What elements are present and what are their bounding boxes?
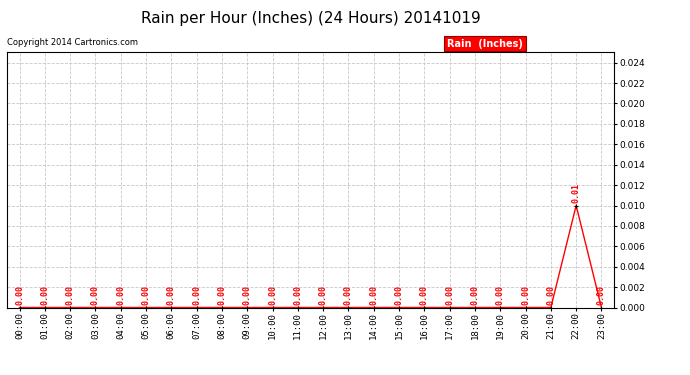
Text: 0.00: 0.00 — [40, 285, 50, 305]
Text: 0.00: 0.00 — [268, 285, 277, 305]
Text: 0.01: 0.01 — [571, 183, 581, 203]
Text: 0.00: 0.00 — [521, 285, 530, 305]
Text: 0.00: 0.00 — [597, 285, 606, 305]
Text: 0.00: 0.00 — [471, 285, 480, 305]
Text: 0.00: 0.00 — [495, 285, 505, 305]
Text: 0.00: 0.00 — [395, 285, 404, 305]
Text: Rain per Hour (Inches) (24 Hours) 20141019: Rain per Hour (Inches) (24 Hours) 201410… — [141, 11, 480, 26]
Text: 0.00: 0.00 — [293, 285, 302, 305]
Text: 0.00: 0.00 — [319, 285, 328, 305]
Text: 0.00: 0.00 — [243, 285, 252, 305]
Text: 0.00: 0.00 — [141, 285, 150, 305]
Text: 0.00: 0.00 — [91, 285, 100, 305]
Text: 0.00: 0.00 — [546, 285, 555, 305]
Text: Rain  (Inches): Rain (Inches) — [447, 39, 523, 49]
Text: 0.00: 0.00 — [116, 285, 126, 305]
Text: 0.00: 0.00 — [369, 285, 378, 305]
Text: 0.00: 0.00 — [15, 285, 24, 305]
Text: 0.00: 0.00 — [66, 285, 75, 305]
Text: 0.00: 0.00 — [420, 285, 429, 305]
Text: 0.00: 0.00 — [445, 285, 454, 305]
Text: Copyright 2014 Cartronics.com: Copyright 2014 Cartronics.com — [7, 38, 138, 47]
Text: 0.00: 0.00 — [192, 285, 201, 305]
Text: 0.00: 0.00 — [167, 285, 176, 305]
Text: 0.00: 0.00 — [217, 285, 226, 305]
Text: 0.00: 0.00 — [344, 285, 353, 305]
